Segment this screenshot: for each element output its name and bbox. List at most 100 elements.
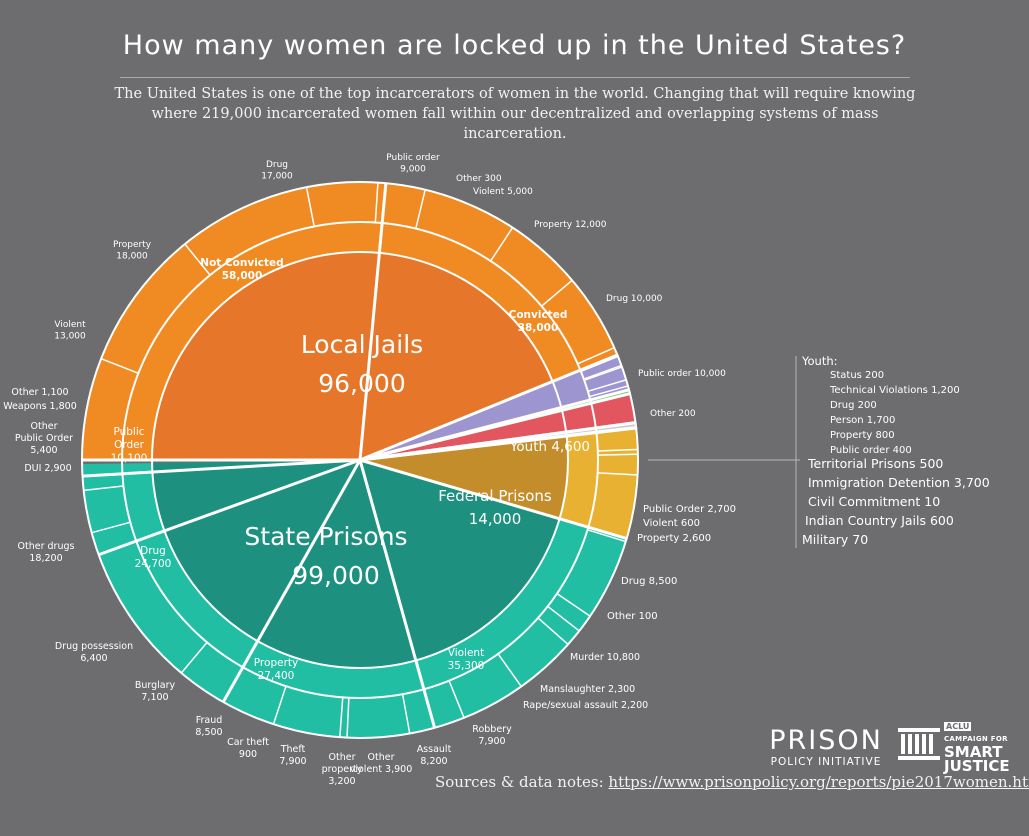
label-prisons-drug-line-1: Drug xyxy=(140,545,166,557)
label-fed-property-line-1: Property 2,600 xyxy=(637,533,711,544)
offense-line-local-jails-public-order xyxy=(305,187,315,227)
label-jail-nc-drug: Drug 17,000 xyxy=(261,160,293,181)
title-divider xyxy=(120,77,910,78)
offense-line-state-prisons-other-drugs xyxy=(180,641,208,674)
offense-line-state-prisons-other-violent xyxy=(448,680,465,719)
label-jail-nc-drug-line-2: 17,000 xyxy=(261,171,293,181)
label-jail-nc-property-line-2: 18,000 xyxy=(116,251,148,261)
pie-divider-lines xyxy=(81,181,800,739)
label-fed-public-order: Public Order 2,700 xyxy=(643,504,736,515)
label-sp-manslaughter: Manslaughter 2,300 xyxy=(540,684,635,695)
offense-line-state-prisons-theft xyxy=(401,694,411,734)
offense-line-local-jails-drug xyxy=(489,227,514,262)
label-federal-prisons: Federal Prisons xyxy=(438,487,552,505)
system-line-federal-prisons xyxy=(359,426,638,462)
legend-youth-public-order-line-1: Public order 400 xyxy=(830,445,912,456)
label-jail-nc-violent-line-1: Violent xyxy=(54,320,86,330)
label-fed-public-order-line-1: Public Order 2,700 xyxy=(643,504,736,515)
label-jail-nc-other-line-1: Other 300 xyxy=(456,174,502,184)
label-sp-other-violent-line-1: Other xyxy=(368,752,395,763)
label-prisons-public-order-line-1: Public xyxy=(113,426,144,438)
legend-youth-person: Person 1,700 xyxy=(830,415,895,426)
offense-line-federal-prisons-property xyxy=(597,453,638,456)
label-prisons-violent: Violent 35,300 xyxy=(448,647,485,672)
label-jail-c-property: Property 12,000 xyxy=(534,220,607,230)
label-sp-other-violent: Other violent 3,900 xyxy=(350,752,413,775)
label-prisons-property-line-1: Property xyxy=(254,657,298,669)
label-sp-burglary: Burglary 7,100 xyxy=(135,680,176,703)
label-sp-robbery-line-1: Robbery xyxy=(472,724,512,735)
label-sp-car-theft: Car theft 900 xyxy=(227,737,269,760)
label-prisons-drug: Drug 24,700 xyxy=(135,545,172,570)
legend-youth-title-line-1: Youth: xyxy=(801,354,838,368)
label-sp-car-theft-line-2: 900 xyxy=(239,749,257,760)
aclu-campaign: CAMPAIGN FOR xyxy=(944,735,1008,743)
label-jail-c-other: Other 200 xyxy=(650,409,696,419)
group-line-local-jails-convicted xyxy=(358,183,388,461)
label-jail-c-public-order-line-1: Public order 10,000 xyxy=(638,369,726,379)
legend-civil-commitment-line-1: Civil Commitment 10 xyxy=(808,494,940,509)
label-jails-not-convicted-line-1: Not Convicted xyxy=(200,257,283,269)
label-sp-other-drugs-line-1: Other drugs xyxy=(18,541,75,552)
label-sp-dui: DUI 2,900 xyxy=(24,463,71,474)
ppi-logo-big: PRISON xyxy=(769,725,883,756)
label-sp-other-violent-line-2: violent 3,900 xyxy=(350,764,413,775)
offense-line-state-prisons-assault xyxy=(497,653,522,687)
offense-line-youth-drug xyxy=(583,364,622,380)
label-sp-rape: Rape/sexual assault 2,200 xyxy=(523,700,648,711)
sources-link[interactable]: https://www.prisonpolicy.org/reports/pie… xyxy=(608,773,1029,791)
label-fed-drug-line-1: Drug 8,500 xyxy=(621,576,677,587)
offense-line-federal-prisons-drug xyxy=(597,472,638,476)
group-line-state-prisons-other xyxy=(82,458,361,478)
aclu-tag: ACLU xyxy=(944,722,972,731)
label-sp-rape-line-1: Rape/sexual assault 2,200 xyxy=(523,700,648,711)
label-federal-prisons-value-line-1: 14,000 xyxy=(469,510,522,528)
label-prisons-violent-line-2: 35,300 xyxy=(448,660,485,672)
label-prisons-public-order-line-3: 10,100 xyxy=(111,452,148,464)
label-jail-nc-other: Other 300 xyxy=(456,174,502,184)
label-sp-fraud-line-1: Fraud xyxy=(196,715,223,726)
label-prisons-violent-line-1: Violent xyxy=(448,647,484,659)
label-sp-other-public-order-line-3: 5,400 xyxy=(30,445,57,456)
legend-immigration-detention: Immigration Detention 3,700 xyxy=(808,475,990,490)
legend-civil-commitment: Civil Commitment 10 xyxy=(808,494,940,509)
offense-line-youth-public-order xyxy=(589,385,629,398)
offense-line-state-prisons-fraud xyxy=(339,697,344,738)
label-sp-murder: Murder 10,800 xyxy=(570,652,640,663)
aclu-justice: JUSTICE xyxy=(944,757,1010,775)
label-jail-c-drug: Drug 10,000 xyxy=(606,294,663,304)
label-jail-c-other-line-1: Other 200 xyxy=(650,409,696,419)
offense-line-federal-prisons-violent xyxy=(597,448,638,452)
outer-ring xyxy=(81,181,639,739)
label-sp-drug-possession: Drug possession 6,400 xyxy=(55,641,133,664)
sources-note: Sources & data notes: https://www.prison… xyxy=(435,773,1029,791)
label-jail-nc-violent-line-2: 13,000 xyxy=(54,331,86,341)
label-jail-c-public-order: Public order 10,000 xyxy=(638,369,726,379)
label-jail-c-property-line-1: Property 12,000 xyxy=(534,220,607,230)
label-sp-drug-possession-line-2: 6,400 xyxy=(80,653,107,664)
label-jail-nc-public-order-line-2: 9,000 xyxy=(400,164,426,174)
legend-youth-person-line-1: Person 1,700 xyxy=(830,415,895,426)
label-sp-burglary-line-2: 7,100 xyxy=(141,692,168,703)
legend-youth-title: Youth: xyxy=(801,354,838,368)
label-jail-nc-drug-line-1: Drug xyxy=(266,160,288,170)
label-prisons-public-order: Public Order 10,100 xyxy=(111,426,148,464)
label-fed-other: Other 100 xyxy=(607,611,658,622)
label-sp-burglary-line-1: Burglary xyxy=(135,680,176,691)
label-prisons-property-line-2: 27,400 xyxy=(258,670,295,682)
label-sp-theft: Theft 7,900 xyxy=(279,744,306,767)
label-sp-other-property-line-2: property xyxy=(322,764,363,775)
label-jails-convicted-line-2: 38,000 xyxy=(518,322,559,334)
label-sp-murder-line-1: Murder 10,800 xyxy=(570,652,640,663)
legend-youth-technical-violations: Technical Violations 1,200 xyxy=(829,385,960,396)
legend-military: Military 70 xyxy=(802,532,868,547)
offense-line-youth-person xyxy=(584,366,623,382)
offense-line-state-prisons-weapons xyxy=(83,485,124,492)
label-prisons-public-order-line-2: Order xyxy=(114,439,145,451)
system-line-state-prisons xyxy=(359,458,629,541)
label-sp-other-drugs: Other drugs 18,200 xyxy=(18,541,75,564)
pie-labels: Local Jails 96,000 State Prisons 99,000 Fede… xyxy=(3,153,990,787)
label-sp-other-public-order-line-2: Public Order xyxy=(15,433,73,444)
legend-youth-technical-violations-line-1: Technical Violations 1,200 xyxy=(829,385,960,396)
